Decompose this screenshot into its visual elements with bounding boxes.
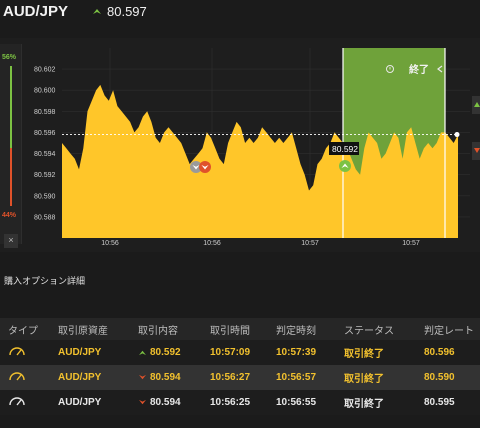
table-row[interactable]: AUD/JPY 80.594 10:56:25 10:56:55 取引終了 80… <box>0 390 480 415</box>
row-rate: 80.590 <box>424 372 455 383</box>
up-arrow-icon <box>139 350 146 356</box>
price-tag-label: 80.592 <box>332 144 358 154</box>
sentiment-gauge: 56% 44% × <box>0 44 22 248</box>
y-tick-label: 80.600 <box>34 88 56 95</box>
row-rate: 80.596 <box>424 347 455 358</box>
row-asset: AUD/JPY <box>58 372 102 383</box>
down-percent: 44% <box>2 212 17 219</box>
y-tick-label: 80.594 <box>34 151 56 158</box>
timer-icon <box>386 65 394 73</box>
y-tick-label: 80.596 <box>34 130 56 137</box>
y-tick-label: 80.590 <box>34 193 56 200</box>
row-price: 80.592 <box>150 347 181 358</box>
options-table: タイプ 取引原資産 取引内容 取引時間 判定時刻 ステータス 判定レート AUD… <box>0 318 480 415</box>
end-label: 終了 <box>409 63 429 76</box>
x-tick-label: 10:57 <box>301 240 319 247</box>
gauge-white-icon <box>9 397 25 406</box>
y-tick-label: 80.588 <box>34 214 56 221</box>
down-marker-red-icon <box>199 161 211 173</box>
price-chart: 80.602 80.600 80.598 80.596 80.594 80.592 80.5… <box>34 48 480 247</box>
col-time: 取引時間 <box>210 325 250 337</box>
header-bar: AUD/JPY 80.597 <box>0 0 480 28</box>
x-tick-label: 10:56 <box>203 240 221 247</box>
down-bar <box>10 148 12 206</box>
gauge-close-button[interactable]: × <box>4 234 18 248</box>
chevron-left-icon[interactable] <box>437 65 443 73</box>
col-content: 取引内容 <box>138 325 178 337</box>
row-judge-time: 10:57:39 <box>276 347 317 358</box>
col-type: タイプ <box>8 325 38 337</box>
currency-pair: AUD/JPY <box>3 3 69 20</box>
row-status: 取引終了 <box>344 349 384 360</box>
row-rate: 80.595 <box>424 397 455 408</box>
price-area <box>62 84 458 239</box>
down-arrow-icon <box>139 374 146 380</box>
y-axis: 80.602 80.600 80.598 80.596 80.594 80.592 80.5… <box>34 67 56 222</box>
row-judge-time: 10:56:55 <box>276 397 317 408</box>
col-asset: 取引原資産 <box>58 325 108 337</box>
table-row[interactable]: AUD/JPY 80.594 10:56:27 10:56:57 取引終了 80… <box>0 365 480 390</box>
row-time: 10:56:27 <box>210 372 251 383</box>
row-price: 80.594 <box>150 397 181 408</box>
down-arrow-icon <box>139 399 146 405</box>
row-asset: AUD/JPY <box>58 397 102 408</box>
col-status: ステータス <box>344 325 394 337</box>
y-tick-label: 80.592 <box>34 172 56 179</box>
row-status: 取引終了 <box>344 374 384 385</box>
row-asset: AUD/JPY <box>58 347 102 358</box>
up-percent: 56% <box>2 54 17 61</box>
up-arrow-icon <box>93 9 101 14</box>
row-time: 10:56:25 <box>210 397 251 408</box>
row-time: 10:57:09 <box>210 347 251 358</box>
x-tick-label: 10:56 <box>101 240 119 247</box>
x-axis: 10:56 10:56 10:57 10:57 <box>101 240 420 247</box>
col-judge-time: 判定時刻 <box>276 325 316 337</box>
down-marker-gray-icon <box>190 161 202 173</box>
buy-down-tab-icon[interactable] <box>472 142 480 160</box>
row-judge-time: 10:56:57 <box>276 372 317 383</box>
current-price: 80.597 <box>107 4 147 19</box>
section-title: 購入オプション詳細 <box>4 276 86 286</box>
table-header: タイプ 取引原資産 取引内容 取引時間 判定時刻 ステータス 判定レート <box>0 318 480 340</box>
gauge-gold-icon <box>9 372 25 381</box>
current-price-dot <box>454 132 460 138</box>
buy-up-tab-icon[interactable] <box>472 96 480 114</box>
table-row[interactable]: AUD/JPY 80.592 10:57:09 10:57:39 取引終了 80… <box>0 340 480 365</box>
price-tag: 80.592 <box>329 142 359 155</box>
col-rate: 判定レート <box>424 325 474 337</box>
y-tick-label: 80.602 <box>34 67 56 74</box>
row-price: 80.594 <box>150 372 181 383</box>
up-bar <box>10 66 12 148</box>
x-tick-label: 10:57 <box>402 240 420 247</box>
gauge-gold-icon <box>9 347 25 356</box>
up-marker-icon <box>339 160 351 172</box>
y-tick-label: 80.598 <box>34 109 56 116</box>
row-status: 取引終了 <box>344 399 384 410</box>
